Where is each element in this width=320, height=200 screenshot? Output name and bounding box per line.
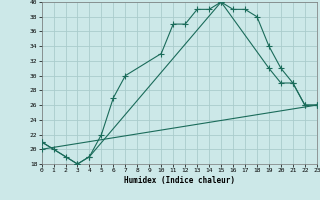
X-axis label: Humidex (Indice chaleur): Humidex (Indice chaleur) xyxy=(124,176,235,185)
